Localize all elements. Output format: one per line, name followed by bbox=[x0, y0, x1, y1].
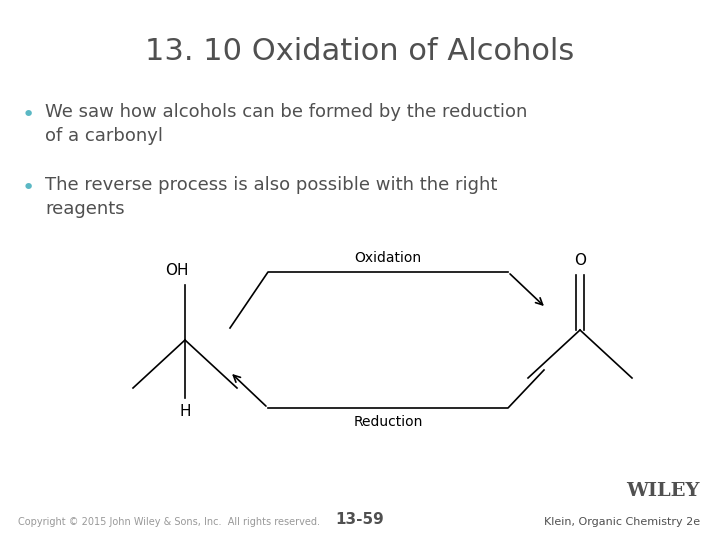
Text: •: • bbox=[22, 105, 35, 125]
Text: O: O bbox=[574, 253, 586, 268]
Text: The reverse process is also possible with the right
reagents: The reverse process is also possible wit… bbox=[45, 176, 498, 218]
Text: We saw how alcohols can be formed by the reduction
of a carbonyl: We saw how alcohols can be formed by the… bbox=[45, 103, 527, 145]
Text: OH: OH bbox=[166, 263, 189, 278]
Text: WILEY: WILEY bbox=[626, 482, 700, 500]
Text: H: H bbox=[179, 404, 191, 419]
Text: 13. 10 Oxidation of Alcohols: 13. 10 Oxidation of Alcohols bbox=[145, 37, 575, 66]
Text: 13-59: 13-59 bbox=[336, 512, 384, 527]
Text: •: • bbox=[22, 178, 35, 198]
Text: Copyright © 2015 John Wiley & Sons, Inc.  All rights reserved.: Copyright © 2015 John Wiley & Sons, Inc.… bbox=[18, 517, 320, 527]
Text: Oxidation: Oxidation bbox=[354, 251, 422, 265]
Text: Klein, Organic Chemistry 2e: Klein, Organic Chemistry 2e bbox=[544, 517, 700, 527]
Text: Reduction: Reduction bbox=[354, 415, 423, 429]
